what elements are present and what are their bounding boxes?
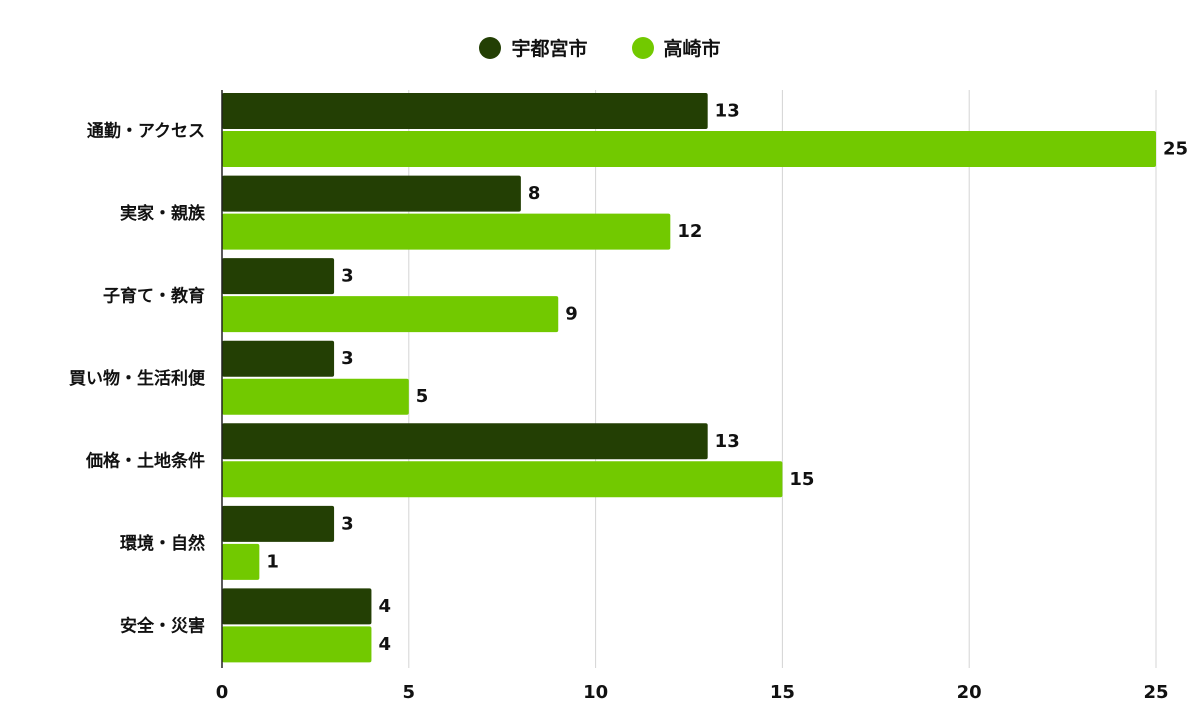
x-tick-label: 25	[1143, 682, 1168, 703]
data-label: 3	[341, 266, 354, 287]
data-label: 5	[416, 386, 429, 407]
category-label: 環境・自然	[120, 533, 205, 554]
bar	[222, 423, 708, 460]
legend-swatch-takasaki	[631, 36, 654, 59]
category-label: 実家・親族	[120, 203, 206, 224]
bar	[222, 175, 521, 212]
data-label: 25	[1163, 139, 1188, 160]
bar	[222, 626, 372, 663]
legend-label-takasaki: 高崎市	[663, 38, 721, 60]
bar	[222, 213, 671, 250]
x-tick-label: 15	[770, 682, 795, 703]
bar	[222, 505, 335, 542]
category-label: 安全・災害	[120, 616, 205, 637]
category-label: 価格・土地条件	[85, 451, 205, 472]
category-label: 子育て・教育	[103, 285, 205, 306]
data-label: 13	[715, 431, 740, 452]
data-label: 4	[378, 596, 391, 617]
data-label: 3	[341, 348, 354, 369]
category-label: 買い物・生活利便	[69, 368, 206, 389]
legend-item-utsunomiya: 宇都宮市	[479, 34, 588, 61]
legend-label-utsunomiya: 宇都宮市	[511, 38, 588, 60]
data-label: 8	[528, 183, 541, 204]
data-label: 13	[715, 101, 740, 122]
bar	[222, 378, 409, 415]
legend-item-takasaki: 高崎市	[631, 34, 721, 61]
bar	[222, 93, 708, 129]
legend-swatch-utsunomiya	[479, 36, 502, 59]
bar	[222, 340, 335, 377]
legend: 宇都宮市 高崎市	[0, 34, 1200, 61]
bar	[222, 543, 260, 580]
bar	[222, 296, 559, 333]
data-label: 3	[341, 513, 354, 534]
data-label: 9	[565, 304, 578, 325]
bar	[222, 461, 783, 498]
bar	[222, 131, 1156, 167]
bar	[222, 258, 335, 295]
x-tick-label: 0	[216, 682, 229, 703]
data-label: 1	[266, 551, 279, 572]
data-label: 15	[789, 469, 814, 490]
data-label: 4	[378, 634, 391, 655]
x-tick-label: 5	[403, 682, 416, 703]
category-label: 通勤・アクセス	[87, 121, 205, 141]
x-tick-label: 20	[957, 682, 982, 703]
data-label: 12	[677, 221, 702, 242]
bar	[222, 588, 372, 625]
x-tick-label: 10	[583, 682, 608, 703]
